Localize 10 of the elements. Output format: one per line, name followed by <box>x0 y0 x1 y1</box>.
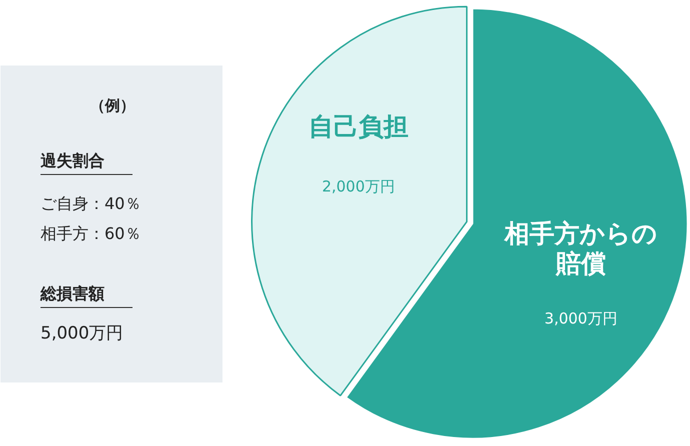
data-label: 2,000万円 <box>322 177 395 196</box>
text: 5,000万円 <box>40 324 124 344</box>
text: （例） <box>90 96 135 114</box>
text: ご自身：40％ <box>40 194 141 213</box>
slice-label: 自己負担 <box>308 112 408 141</box>
text: 総損害額 <box>40 284 104 303</box>
text: 相手方：60％ <box>40 224 141 243</box>
slice-label: 相手方からの賠償 <box>503 219 658 278</box>
data-label: 3,000万円 <box>544 310 618 328</box>
text: 過失割合 <box>40 151 104 170</box>
